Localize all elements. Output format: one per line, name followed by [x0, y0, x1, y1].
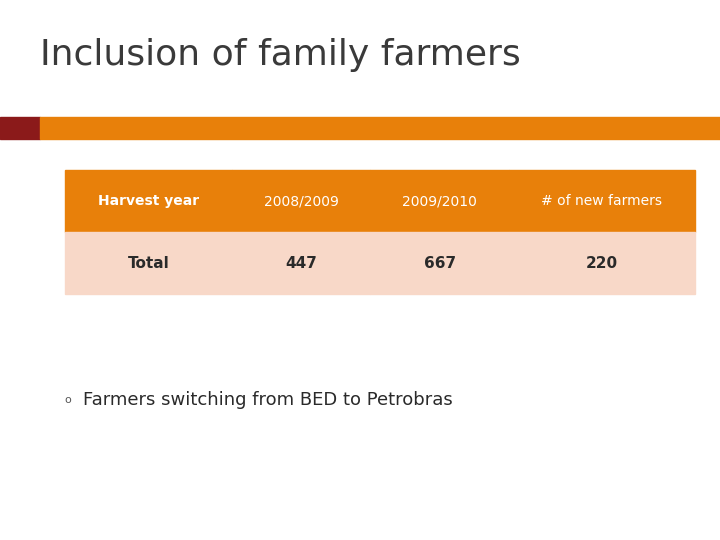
- Bar: [0, 117, 40, 139]
- Bar: [370, 232, 509, 294]
- Text: 220: 220: [586, 256, 618, 271]
- Text: Harvest year: Harvest year: [98, 194, 199, 208]
- Text: # of new farmers: # of new farmers: [541, 194, 662, 208]
- Text: 2009/2010: 2009/2010: [402, 194, 477, 208]
- Text: 2008/2009: 2008/2009: [264, 194, 338, 208]
- Bar: [65, 170, 232, 232]
- Text: 447: 447: [285, 256, 317, 271]
- Text: Farmers switching from BED to Petrobras: Farmers switching from BED to Petrobras: [83, 390, 453, 409]
- Bar: [40, 117, 720, 139]
- Bar: [509, 170, 695, 232]
- Bar: [509, 232, 695, 294]
- Text: Inclusion of family farmers: Inclusion of family farmers: [40, 38, 521, 72]
- Bar: [232, 170, 370, 232]
- Text: 667: 667: [423, 256, 456, 271]
- Bar: [370, 170, 509, 232]
- Bar: [232, 232, 370, 294]
- Text: Total: Total: [127, 256, 169, 271]
- Bar: [65, 232, 232, 294]
- Text: o: o: [65, 395, 71, 404]
